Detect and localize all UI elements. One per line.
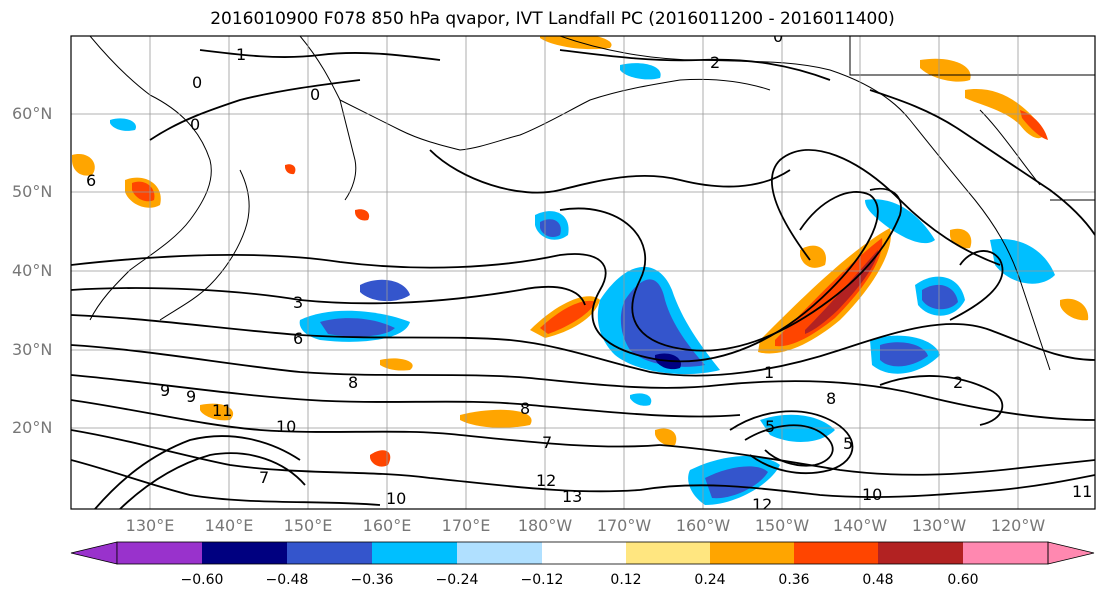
contour-label: 13 bbox=[562, 487, 582, 506]
lon-label: 130°E bbox=[125, 516, 175, 535]
contour-label: 0 bbox=[773, 27, 783, 46]
lat-label: 60°N bbox=[12, 104, 53, 123]
contour-label: 0 bbox=[192, 73, 202, 92]
lon-label: 120°W bbox=[990, 516, 1046, 535]
contour-label: 3 bbox=[293, 293, 303, 312]
colorbar-tick: −0.24 bbox=[435, 572, 479, 588]
lon-label: 160°E bbox=[362, 516, 412, 535]
contour-label: 12 bbox=[536, 471, 556, 490]
contour-label: 9 bbox=[186, 387, 196, 406]
contour-label: 1 bbox=[764, 363, 774, 382]
lon-label: 140°E bbox=[204, 516, 254, 535]
contour-label: 0 bbox=[190, 115, 200, 134]
contour-label: 5 bbox=[843, 434, 853, 453]
contour-label: 6 bbox=[86, 171, 96, 190]
lon-label: 180°W bbox=[517, 516, 573, 535]
graticule bbox=[71, 36, 1095, 509]
contour-label: 10 bbox=[386, 489, 406, 508]
lon-label: 150°E bbox=[283, 516, 333, 535]
colorbar-tick: 0.36 bbox=[778, 572, 810, 588]
contour-label: 11 bbox=[1072, 482, 1092, 501]
contour-label: 0 bbox=[310, 85, 320, 104]
colorbar-tick: 0.48 bbox=[862, 572, 894, 588]
contour-label: 12 bbox=[752, 495, 772, 514]
negative-anomaly-shading bbox=[110, 63, 1055, 505]
colorbar-tick: −0.48 bbox=[265, 572, 309, 588]
colorbar-tick: 0.24 bbox=[694, 572, 726, 588]
lon-label: 170°W bbox=[596, 516, 652, 535]
contour-label: 5 bbox=[765, 417, 775, 436]
colorbar-tick: 0.60 bbox=[947, 572, 979, 588]
contour-label: 10 bbox=[862, 485, 882, 504]
lat-label: 50°N bbox=[12, 182, 53, 201]
lon-label: 160°W bbox=[675, 516, 731, 535]
contour-label: 8 bbox=[348, 373, 358, 392]
colorbar-tick: 0.12 bbox=[610, 572, 642, 588]
ivt-contours bbox=[71, 49, 1095, 509]
contour-label: 7 bbox=[259, 468, 269, 487]
lat-label: 40°N bbox=[12, 261, 53, 280]
contour-label: 6 bbox=[293, 329, 303, 348]
contour-label: 1 bbox=[236, 45, 246, 64]
lon-label: 170°E bbox=[441, 516, 491, 535]
lat-label: 20°N bbox=[12, 418, 53, 437]
contour-label: 8 bbox=[520, 399, 530, 418]
lon-label: 130°W bbox=[911, 516, 967, 535]
contour-label: 8 bbox=[826, 389, 836, 408]
lat-label: 30°N bbox=[12, 340, 53, 359]
contour-label: 9 bbox=[160, 381, 170, 400]
lon-label: 150°W bbox=[754, 516, 810, 535]
colorbar-tick: −0.36 bbox=[350, 572, 394, 588]
colorbar-tick: −0.60 bbox=[180, 572, 224, 588]
lon-label: 140°W bbox=[832, 516, 888, 535]
contour-label: 7 bbox=[542, 433, 552, 452]
map-frame bbox=[70, 35, 1096, 510]
contour-label: 11 bbox=[212, 401, 232, 420]
contour-label: 2 bbox=[710, 53, 720, 72]
map-title: 2016010900 F078 850 hPa qvapor, IVT Land… bbox=[210, 9, 895, 29]
contour-label: 10 bbox=[276, 417, 296, 436]
colorbar-tick: −0.12 bbox=[520, 572, 564, 588]
contour-label: 2 bbox=[953, 373, 963, 392]
